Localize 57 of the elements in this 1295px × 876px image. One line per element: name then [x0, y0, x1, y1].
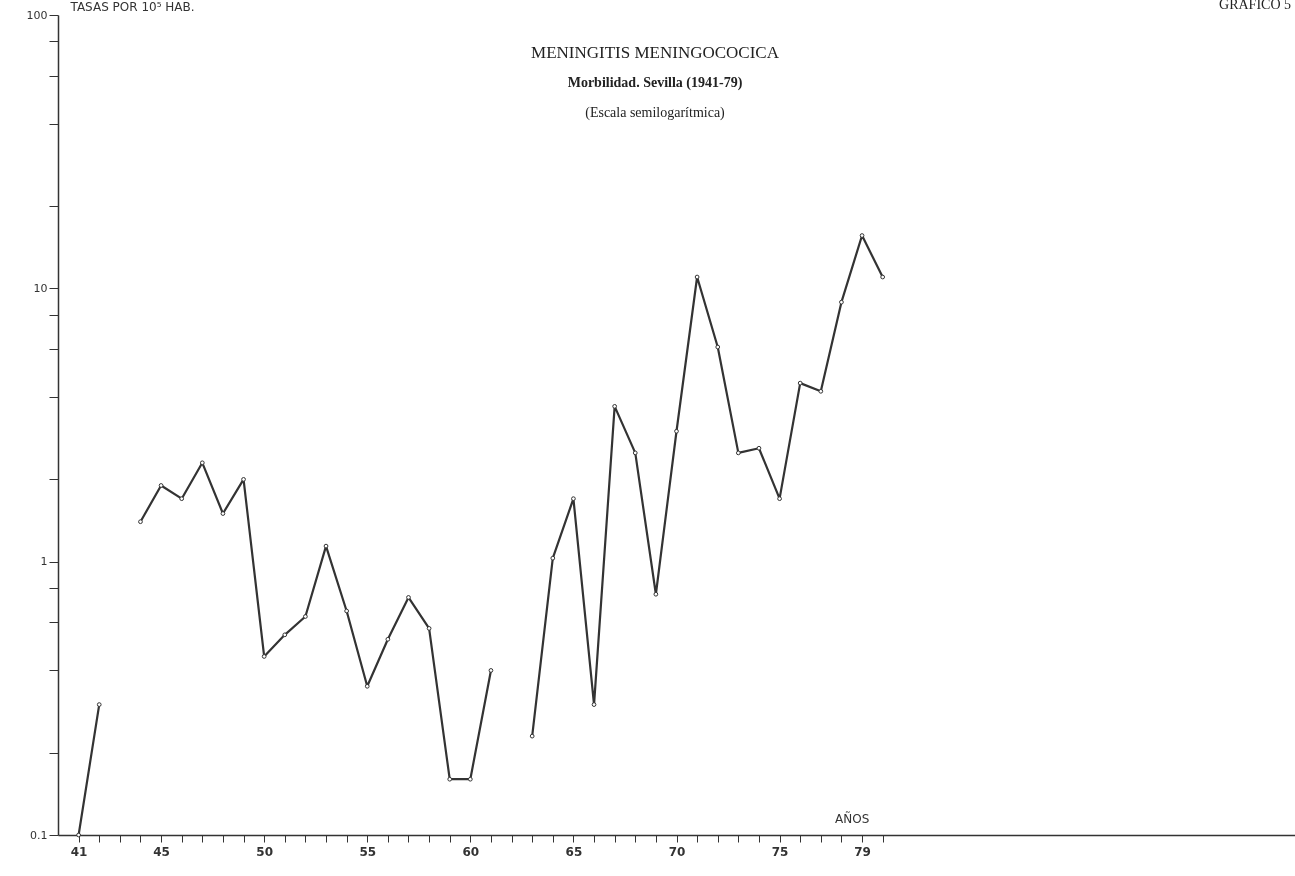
text: Morbilidad. Sevilla (1941-79)	[567, 75, 743, 91]
point	[323, 543, 329, 549]
point	[447, 776, 453, 782]
point	[756, 445, 762, 451]
y-tick-label: 10	[33, 281, 48, 295]
point	[529, 733, 535, 739]
x-tick-label: 65	[565, 844, 583, 859]
point	[612, 403, 618, 409]
point	[674, 428, 679, 434]
point	[344, 608, 349, 614]
point	[199, 460, 205, 466]
x-tick-label: 45	[153, 844, 170, 859]
x-tick-label: 75	[771, 844, 789, 859]
point	[797, 380, 803, 386]
point	[571, 496, 576, 502]
point	[653, 591, 659, 597]
point	[818, 388, 824, 394]
point	[241, 477, 246, 482]
x-tick-label: 79	[854, 844, 871, 859]
point	[467, 776, 473, 782]
x-axis-title: AÑOS	[835, 810, 870, 826]
point	[76, 832, 81, 838]
point	[694, 274, 700, 280]
text: MENINGITIS MENINGOCOCICA	[531, 43, 780, 62]
point	[550, 555, 556, 561]
point	[158, 483, 164, 488]
point	[220, 511, 226, 516]
point	[138, 519, 143, 525]
point	[880, 274, 886, 280]
y-tick-label: 1	[40, 555, 48, 569]
point	[261, 654, 267, 659]
point	[426, 626, 432, 631]
point	[406, 595, 411, 600]
annotation: (Escala semilogarítmica)	[585, 105, 726, 121]
point	[282, 632, 288, 638]
point	[488, 668, 494, 673]
point	[839, 299, 844, 305]
x-tick-label: 60	[462, 844, 480, 859]
point	[303, 614, 308, 619]
y-tick-label: 0.1	[30, 828, 48, 842]
point	[715, 344, 721, 350]
point	[591, 702, 597, 707]
x-tick-label: 55	[359, 844, 377, 859]
point	[96, 702, 102, 707]
point	[777, 496, 782, 502]
point	[179, 496, 185, 502]
point	[859, 233, 865, 238]
point	[385, 636, 391, 642]
y-tick-label: 100	[26, 8, 48, 22]
point	[632, 450, 638, 456]
text: GRAFICO 5	[1219, 0, 1291, 12]
x-tick-label: 70	[668, 844, 686, 859]
point	[735, 450, 741, 456]
x-tick-label: 41	[70, 844, 88, 859]
point	[364, 683, 370, 689]
x-tick-label: 50	[256, 844, 274, 859]
y-axis-title: TASAS POR 10⁵ HAB.	[69, 0, 195, 14]
